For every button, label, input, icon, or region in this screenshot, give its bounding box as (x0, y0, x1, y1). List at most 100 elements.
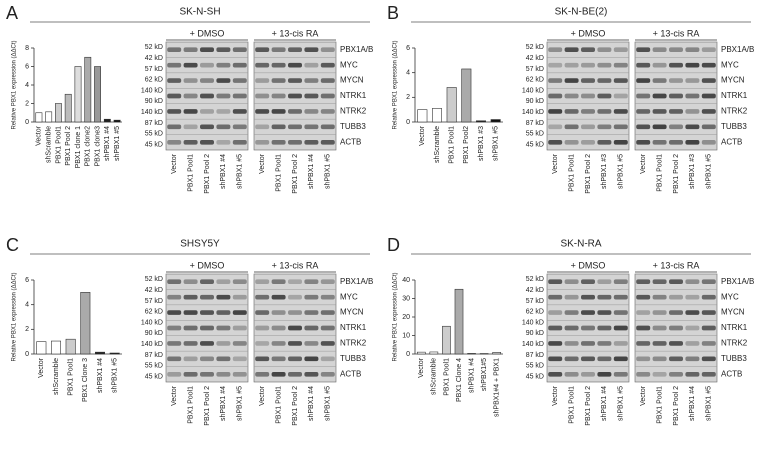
band (255, 78, 270, 83)
band (581, 325, 595, 331)
band (564, 124, 579, 130)
band (548, 279, 563, 285)
band (216, 139, 231, 145)
band (216, 124, 231, 130)
kd-label: 90 kD (145, 330, 163, 337)
band (288, 109, 302, 114)
kd-label: 87 kD (526, 352, 544, 359)
kd-label: 57 kD (526, 66, 544, 73)
y-axis-label: Relative PBX1 expression (ΔΔCt) (393, 40, 399, 129)
band (167, 78, 182, 83)
band (701, 371, 716, 377)
band (255, 371, 270, 377)
band (304, 310, 319, 315)
kd-label: 55 kD (526, 363, 544, 370)
protein-label: NTRK1 (721, 91, 748, 100)
band (288, 93, 302, 99)
band (255, 93, 270, 99)
band (200, 93, 214, 99)
bar (109, 352, 120, 355)
band (167, 294, 182, 300)
band (548, 139, 563, 145)
band (636, 109, 651, 114)
band (685, 371, 700, 377)
band (320, 371, 335, 377)
band (581, 139, 595, 145)
band (581, 93, 595, 99)
band (271, 93, 286, 99)
band (200, 356, 214, 362)
band (232, 62, 247, 68)
bar (45, 111, 53, 123)
band (271, 279, 286, 285)
band (232, 371, 247, 377)
band (636, 294, 651, 300)
bar (95, 351, 105, 355)
band (167, 124, 182, 130)
band (685, 139, 700, 145)
band (167, 310, 182, 315)
band (232, 325, 247, 331)
band (167, 371, 182, 377)
kd-label: 57 kD (145, 66, 163, 73)
kd-label: 55 kD (526, 131, 544, 138)
lane-label: shPBX1 #4 (308, 154, 315, 189)
band (548, 124, 563, 130)
protein-label: MYC (340, 292, 358, 301)
band (701, 139, 716, 145)
bar (476, 120, 486, 123)
kd-label: 55 kD (145, 363, 163, 370)
band (255, 279, 270, 285)
band (597, 78, 612, 83)
bar (416, 351, 426, 355)
band (564, 109, 579, 114)
band (581, 356, 595, 362)
band (685, 124, 700, 130)
lane-label: PBX1 Pool 2 (204, 386, 211, 426)
band (581, 109, 595, 114)
kd-label: 90 kD (145, 98, 163, 105)
lane-label: PBX1 Pool1 (656, 154, 663, 192)
kd-label: 42 kD (526, 55, 544, 62)
band (548, 78, 563, 83)
panel-title: SHSY5Y (180, 239, 220, 250)
band (200, 279, 214, 285)
lane-label: PBX1 Pool1 (568, 386, 575, 424)
x-tick-label: shScramble (46, 126, 53, 163)
band (701, 124, 716, 130)
band (320, 310, 335, 315)
x-tick-label: shPBX1 #4 (104, 126, 111, 161)
band (167, 93, 182, 99)
band (183, 47, 198, 53)
band (669, 325, 683, 331)
lane-label: shPBX1 #5 (237, 386, 244, 421)
band (232, 279, 247, 285)
band (669, 341, 683, 346)
band (652, 356, 667, 362)
band (701, 62, 716, 68)
lane-label: shPBX1 #5 (618, 386, 625, 421)
band (216, 47, 231, 53)
band (597, 62, 612, 68)
kd-label: 55 kD (145, 131, 163, 138)
protein-label: NTRK2 (721, 107, 748, 116)
x-tick-label: PBX1 Pool1 (449, 126, 456, 164)
lane-label: PBX1 Pool 2 (673, 154, 680, 194)
band (304, 78, 319, 83)
protein-label: PBX1A/B (340, 277, 373, 286)
band (320, 93, 335, 99)
y-tick-label: 0 (406, 351, 410, 358)
band (685, 47, 700, 53)
band (183, 325, 198, 331)
bar (417, 109, 428, 123)
band (200, 310, 214, 315)
x-tick-label: PBX1 Clone 4 (456, 358, 463, 402)
band (200, 47, 214, 53)
band (613, 294, 628, 300)
protein-label: ACTB (340, 369, 361, 378)
band (652, 93, 667, 99)
kd-label: 62 kD (526, 309, 544, 316)
band (613, 124, 628, 130)
kd-label: 42 kD (526, 287, 544, 294)
band (597, 294, 612, 300)
